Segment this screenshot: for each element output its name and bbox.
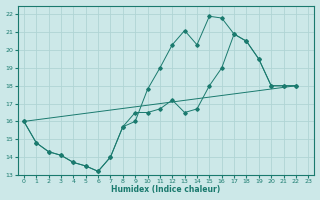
X-axis label: Humidex (Indice chaleur): Humidex (Indice chaleur) <box>111 185 221 194</box>
